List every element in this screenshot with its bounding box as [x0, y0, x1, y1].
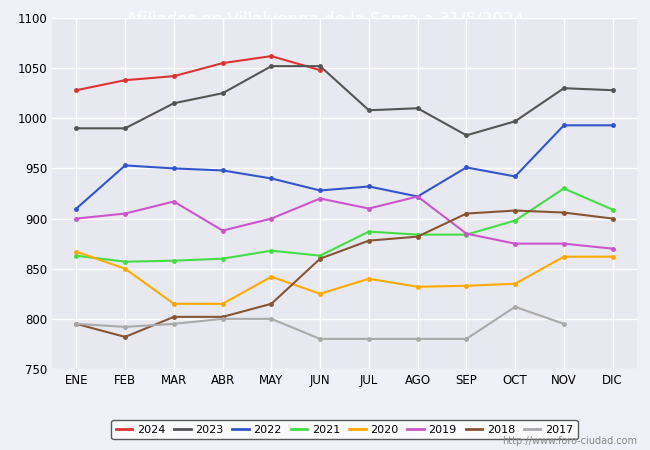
Text: Afiliados en Villaluenga de la Sagra a 31/5/2024: Afiliados en Villaluenga de la Sagra a 3… [126, 11, 524, 29]
Text: http://www.foro-ciudad.com: http://www.foro-ciudad.com [502, 436, 637, 446]
Legend: 2024, 2023, 2022, 2021, 2020, 2019, 2018, 2017: 2024, 2023, 2022, 2021, 2020, 2019, 2018… [111, 420, 578, 439]
